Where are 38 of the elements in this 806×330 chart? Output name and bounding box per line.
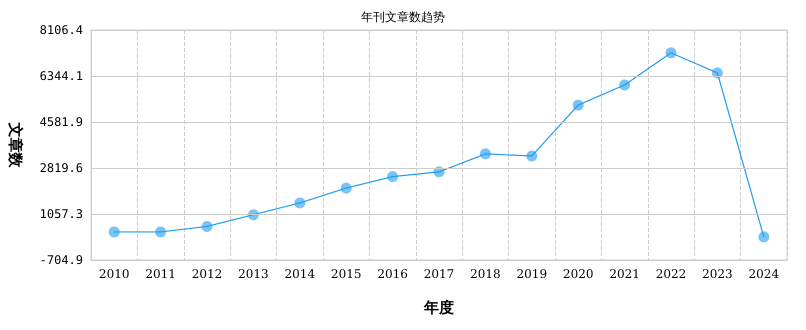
point [666,47,676,58]
y-tick-label: 8106.4 [40,23,83,37]
point [155,226,166,238]
y-axis-title: 文章数 [6,122,24,168]
x-tick-label: 2010 [98,267,130,281]
x-tick-label: 2011 [145,267,176,281]
chart-title: 年刊文章数趋势 [361,10,445,24]
x-tick-label: 2015 [330,267,362,281]
point [108,226,120,238]
y-tick-label: 2819.6 [40,161,83,175]
x-tick-label: 2024 [748,267,780,281]
x-tick-label: 2017 [424,267,454,281]
x-tick-label: 2014 [284,267,316,281]
x-tick-label: 2013 [238,267,269,281]
x-tick-label: 2012 [192,267,222,281]
x-tick-label: 2016 [377,267,408,281]
x-axis-title: 年度 [423,298,454,316]
y-tick-label: -704.9 [40,253,83,267]
point [340,182,352,194]
x-tick-label: 2019 [516,267,548,281]
point [434,166,444,178]
x-tick-label: 2020 [562,267,594,281]
point [758,231,770,242]
x-tick-label: 2021 [609,267,640,281]
point [526,150,538,162]
point [712,67,723,78]
point [202,220,212,232]
y-tick-label: 4581.9 [40,115,83,129]
x-tick-label: 2023 [702,267,733,281]
point [572,100,584,111]
point [480,148,491,160]
point [294,197,306,208]
x-tick-label: 2022 [656,267,686,281]
point [387,171,398,182]
point [619,79,630,90]
y-tick-label: 1057.3 [40,207,83,221]
y-tick-label: 6344.1 [40,69,83,83]
x-tick-label: 2018 [470,267,501,281]
